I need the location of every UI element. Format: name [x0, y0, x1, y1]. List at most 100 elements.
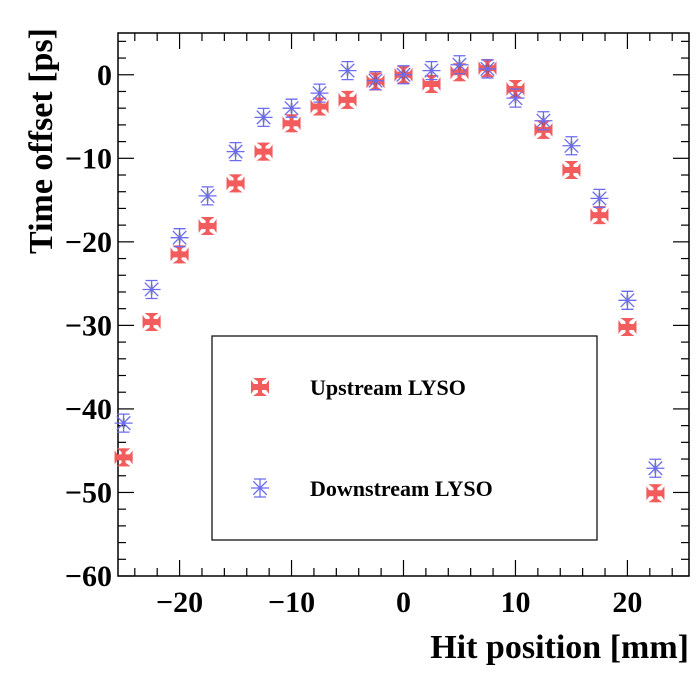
marker-stroke: [536, 113, 551, 128]
plot-layer: −20 −10 0 10 20 0 −10 −20 −30 −40 −50 −60: [65, 32, 690, 619]
marker-shape: [646, 484, 665, 503]
marker-flare: [254, 142, 273, 161]
marker-flare: [170, 245, 189, 264]
marker-stroke: [508, 90, 523, 106]
data-point: [618, 290, 637, 310]
y-tick-label: −30: [65, 309, 112, 342]
marker-flare: [590, 206, 609, 225]
y-tick-label: −50: [65, 476, 112, 509]
marker-shape: [310, 97, 329, 116]
data-point: [422, 60, 441, 81]
x-tick-label: 20: [612, 586, 642, 619]
marker-flare: [562, 161, 581, 180]
marker-cap: [481, 59, 494, 79]
data-point: [646, 458, 665, 478]
data-point: [366, 70, 385, 91]
marker-shape: [254, 142, 273, 161]
marker-stroke: [116, 415, 131, 431]
marker-stroke: [424, 63, 439, 78]
marker-flare: [226, 174, 245, 193]
marker-cap: [229, 141, 242, 162]
data-point: [142, 279, 161, 300]
x-axis-label: Hit position [mm]: [430, 629, 689, 666]
data-point: [198, 216, 217, 235]
marker-cap: [537, 111, 550, 131]
legend-label: Downstream LYSO: [310, 476, 493, 501]
marker-stroke: [200, 188, 215, 204]
marker-cap: [145, 279, 158, 300]
marker-cap: [565, 136, 578, 156]
data-point: [170, 245, 189, 264]
marker-cap: [313, 83, 326, 103]
marker-cap: [173, 228, 186, 248]
x-tick-label: 0: [396, 586, 411, 619]
marker-stroke: [340, 63, 355, 78]
data-point: [338, 90, 357, 109]
x-tick-label: −20: [156, 586, 203, 619]
data-point: [114, 413, 133, 433]
marker-shape: [618, 318, 637, 337]
marker-shape: [251, 378, 269, 396]
marker-shape: [198, 216, 217, 235]
data-point: [310, 83, 329, 103]
data-point: [534, 111, 553, 131]
marker-stroke: [620, 293, 635, 308]
marker-shape: [142, 313, 161, 332]
marker-cap: [509, 88, 522, 108]
y-tick-label: 0: [97, 59, 112, 92]
series-downstream-lyso: [114, 55, 665, 478]
y-tick-label: −60: [65, 560, 112, 593]
marker-cap: [254, 478, 266, 498]
legend-entry: Upstream LYSO: [251, 375, 466, 400]
marker-cap: [425, 60, 438, 81]
y-axis-label: Time offset [ps]: [23, 28, 60, 254]
marker-shape: [282, 114, 301, 133]
legend-entry: Downstream LYSO: [251, 476, 493, 501]
marker-flare: [338, 90, 357, 109]
marker-cap: [117, 413, 130, 433]
x-tick-label: −10: [268, 586, 315, 619]
marker-shape: [338, 90, 357, 109]
marker-stroke: [452, 57, 467, 72]
y-tick-label: −10: [65, 142, 112, 175]
marker-shape: [226, 174, 245, 193]
marker-cap: [285, 98, 298, 118]
data-point: [646, 484, 665, 503]
legend-label: Upstream LYSO: [310, 375, 466, 400]
data-point: [590, 206, 609, 225]
data-point: [338, 60, 357, 81]
marker-flare: [618, 318, 637, 337]
marker-cap: [341, 60, 354, 81]
legend: Upstream LYSO Downstream LYSO: [211, 335, 598, 541]
marker-flare: [114, 448, 133, 467]
data-point: [170, 228, 189, 248]
marker-stroke: [228, 144, 243, 159]
data-point: [562, 161, 581, 180]
marker-cap: [257, 107, 270, 128]
marker-stroke: [592, 191, 607, 206]
marker-stroke: [284, 100, 299, 116]
marker-shape: [422, 74, 441, 93]
data-point: [142, 313, 161, 332]
marker-flare: [142, 313, 161, 332]
marker-stroke: [256, 110, 271, 125]
marker-cap: [621, 290, 634, 310]
data-point: [562, 136, 581, 156]
y-tick-label: −20: [65, 226, 112, 259]
data-point: [254, 107, 273, 128]
data-point: [282, 98, 301, 118]
data-point: [394, 65, 413, 85]
marker-cap: [369, 70, 382, 91]
marker-shape: [562, 161, 581, 180]
data-point: [506, 88, 525, 108]
data-point: [450, 55, 469, 75]
y-tick-label: −40: [65, 393, 112, 426]
marker-shape: [114, 448, 133, 467]
marker-flare: [198, 216, 217, 235]
data-point: [114, 448, 133, 467]
marker-shape: [170, 245, 189, 264]
marker-cap: [201, 186, 214, 206]
data-point: [198, 186, 217, 206]
x-tick-label: 10: [500, 586, 530, 619]
